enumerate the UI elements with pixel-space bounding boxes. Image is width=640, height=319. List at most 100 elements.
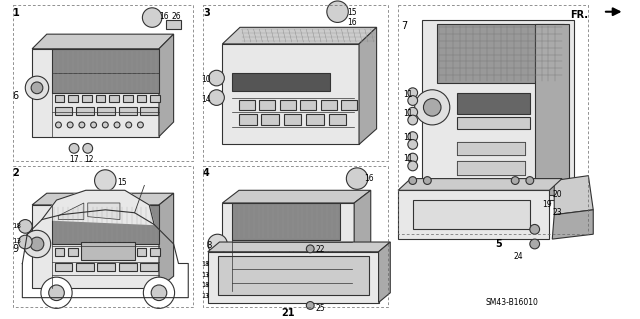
Bar <box>140 108 158 115</box>
Text: 10: 10 <box>201 75 211 84</box>
Bar <box>82 95 92 102</box>
Bar <box>150 248 160 256</box>
Circle shape <box>49 285 64 300</box>
Polygon shape <box>223 190 371 203</box>
Text: 13: 13 <box>201 272 209 278</box>
Bar <box>456 161 525 175</box>
Circle shape <box>83 144 93 153</box>
Circle shape <box>307 301 314 309</box>
Circle shape <box>67 122 73 128</box>
Bar <box>54 263 72 271</box>
Text: 16: 16 <box>364 174 374 183</box>
Bar <box>81 242 134 260</box>
Polygon shape <box>166 19 181 29</box>
Circle shape <box>143 277 175 308</box>
Text: 21: 21 <box>281 308 294 318</box>
Bar <box>342 100 357 110</box>
Circle shape <box>114 122 120 128</box>
Bar <box>218 256 369 295</box>
Circle shape <box>408 161 417 171</box>
Text: 1: 1 <box>13 8 19 18</box>
Text: 14: 14 <box>201 95 211 104</box>
Circle shape <box>408 132 417 142</box>
Bar <box>324 258 342 267</box>
Bar <box>456 117 530 129</box>
Polygon shape <box>378 242 390 302</box>
Bar <box>119 108 136 115</box>
Polygon shape <box>208 242 390 252</box>
Bar <box>253 244 269 254</box>
Circle shape <box>208 270 218 280</box>
Bar <box>54 108 72 115</box>
Circle shape <box>102 122 108 128</box>
Bar <box>123 248 132 256</box>
Bar <box>136 248 147 256</box>
Text: 16: 16 <box>159 12 168 21</box>
Bar <box>68 248 78 256</box>
Circle shape <box>69 144 79 153</box>
Bar <box>301 258 319 267</box>
Bar <box>284 114 301 125</box>
Circle shape <box>209 70 225 86</box>
Bar <box>307 114 324 125</box>
Bar <box>456 181 525 194</box>
Bar <box>54 248 64 256</box>
Polygon shape <box>58 203 84 219</box>
Bar <box>97 263 115 271</box>
Text: 11: 11 <box>403 133 412 142</box>
Bar <box>262 114 279 125</box>
Bar <box>422 19 573 200</box>
Bar <box>82 248 92 256</box>
Text: 3: 3 <box>203 8 210 18</box>
Circle shape <box>415 90 450 125</box>
Bar <box>239 100 255 110</box>
Circle shape <box>307 245 314 253</box>
Polygon shape <box>42 190 154 225</box>
Bar <box>109 248 119 256</box>
Text: 9: 9 <box>13 244 19 254</box>
Circle shape <box>23 230 51 258</box>
Text: 25: 25 <box>315 304 324 314</box>
Text: 6: 6 <box>13 91 19 101</box>
Circle shape <box>31 82 43 94</box>
Bar <box>97 108 115 115</box>
Circle shape <box>208 291 218 300</box>
Circle shape <box>79 122 85 128</box>
Bar <box>273 244 289 254</box>
Text: 23: 23 <box>552 208 562 217</box>
Polygon shape <box>554 176 593 215</box>
Circle shape <box>19 219 32 233</box>
Polygon shape <box>223 44 359 145</box>
Text: 18: 18 <box>201 282 209 288</box>
Polygon shape <box>354 190 371 291</box>
Text: 15: 15 <box>117 178 127 187</box>
Text: 24: 24 <box>513 252 523 261</box>
Circle shape <box>151 285 167 300</box>
Circle shape <box>511 177 519 184</box>
Bar <box>456 93 530 114</box>
Circle shape <box>208 280 218 290</box>
Text: 7: 7 <box>401 21 407 32</box>
Text: 16: 16 <box>348 18 357 26</box>
Circle shape <box>41 277 72 308</box>
Circle shape <box>408 88 417 98</box>
Circle shape <box>408 96 417 105</box>
Polygon shape <box>159 193 173 288</box>
Polygon shape <box>88 203 120 219</box>
Polygon shape <box>32 49 159 137</box>
Circle shape <box>530 239 540 249</box>
Bar <box>109 95 119 102</box>
Text: 19: 19 <box>543 200 552 209</box>
Text: 18: 18 <box>13 224 22 229</box>
Bar <box>534 24 569 195</box>
Bar <box>259 100 275 110</box>
Bar <box>321 100 337 110</box>
Text: 18: 18 <box>201 261 209 267</box>
Circle shape <box>19 235 32 249</box>
Circle shape <box>142 8 162 27</box>
Polygon shape <box>359 27 376 145</box>
Text: 17: 17 <box>69 155 79 164</box>
Text: 13: 13 <box>201 293 209 299</box>
Circle shape <box>408 153 417 163</box>
Bar <box>232 73 330 91</box>
